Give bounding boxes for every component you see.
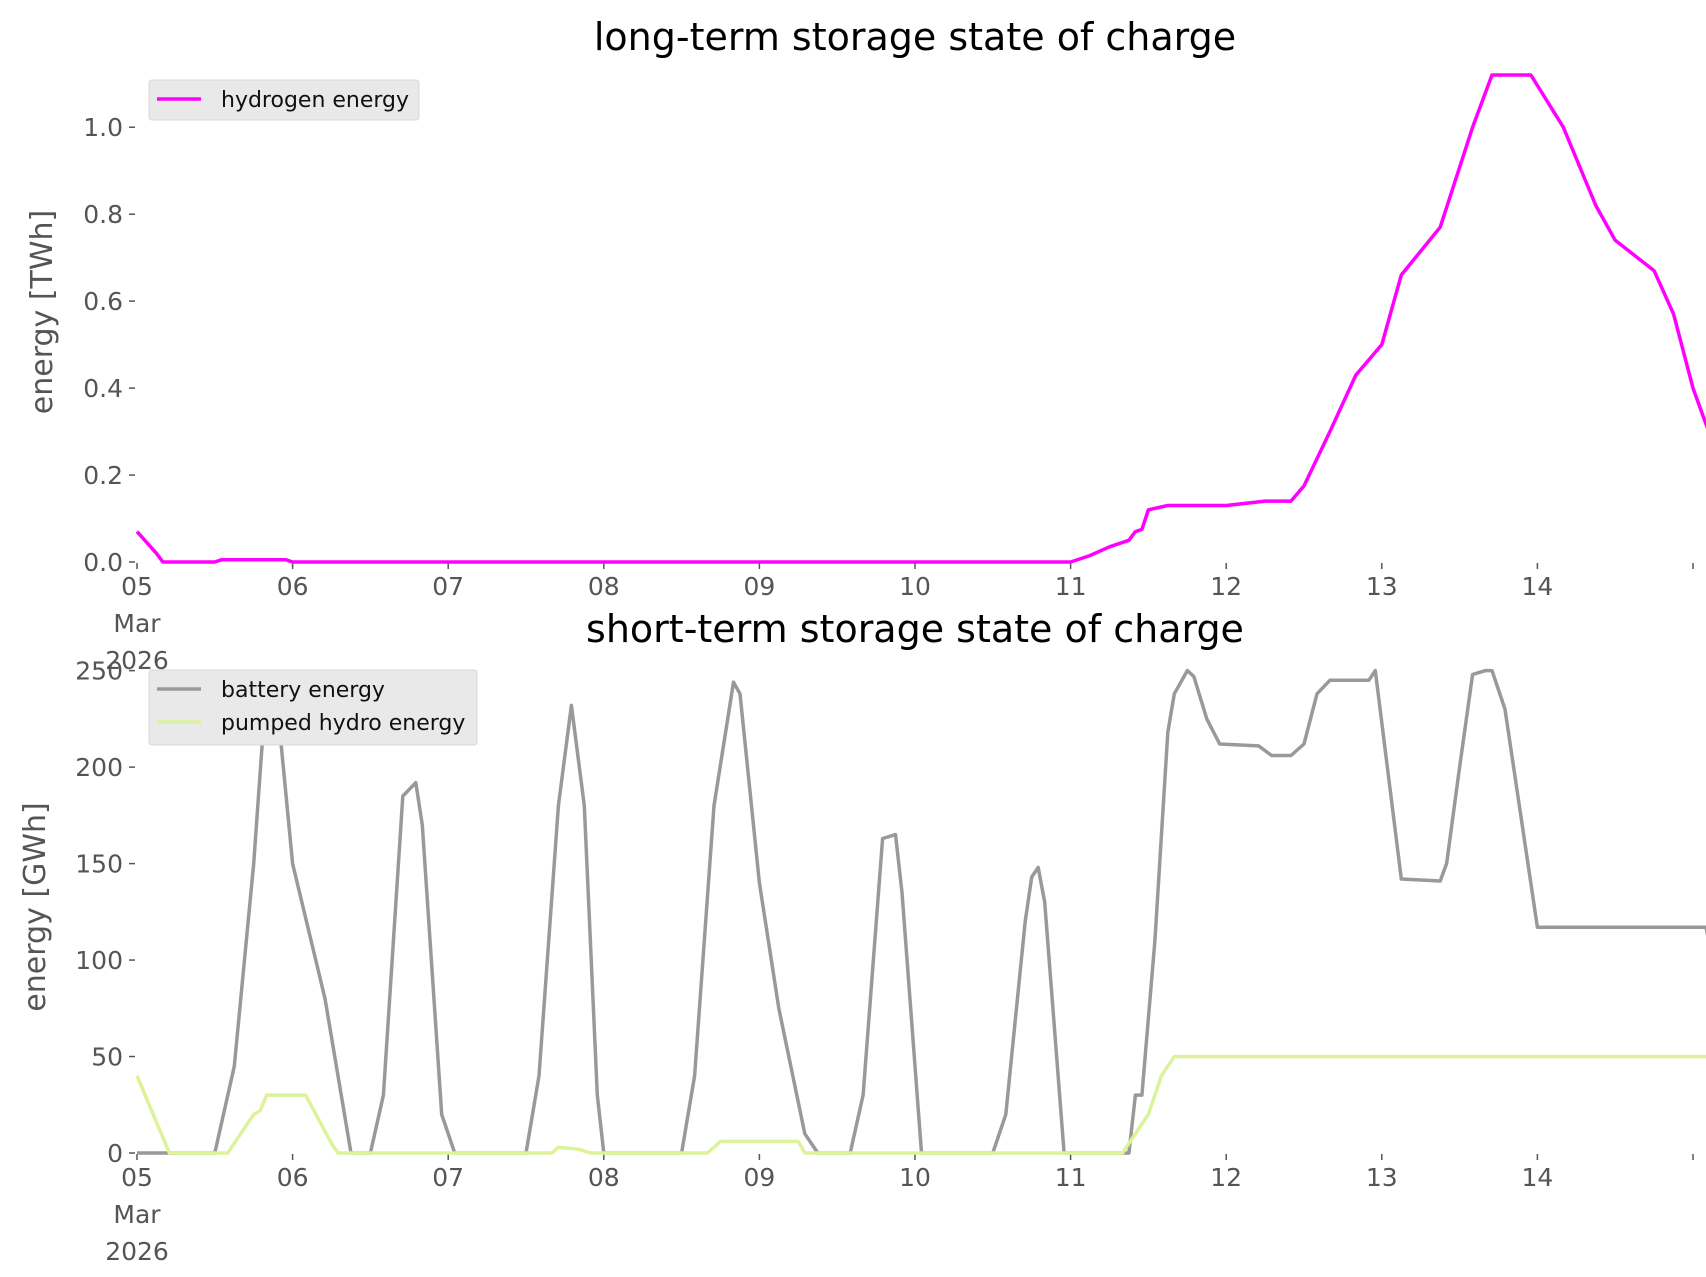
legend-label: hydrogen energy bbox=[221, 88, 409, 113]
legend-box bbox=[148, 669, 478, 746]
series-line-1 bbox=[137, 668, 1706, 1155]
y-tick-label: 0.6 bbox=[83, 287, 123, 316]
x-tick-label: 12 bbox=[1210, 572, 1242, 601]
x-tick-label: 07 bbox=[432, 1163, 464, 1192]
chart-panel-1: long-term storage state of charge energy … bbox=[25, 15, 1706, 675]
x-tick-label: 11 bbox=[1055, 1163, 1087, 1192]
x-tick-label: 2026 bbox=[105, 1237, 169, 1266]
x-tick-label: 05 bbox=[121, 1163, 153, 1192]
y-tick-label: 0.8 bbox=[83, 200, 123, 229]
x-tick-label: 06 bbox=[277, 1163, 309, 1192]
x-tick-label: 05 bbox=[121, 572, 153, 601]
x-tick-label: 11 bbox=[1055, 572, 1087, 601]
y-tick-label: 1.0 bbox=[83, 113, 123, 142]
x-tick-label: 10 bbox=[899, 1163, 931, 1192]
legend: battery energy pumped hydro energy bbox=[148, 669, 478, 746]
y-tick-label: 0.0 bbox=[83, 548, 123, 577]
x-tick-label: 13 bbox=[1366, 1163, 1398, 1192]
y-axis-label: energy [TWh] bbox=[25, 210, 60, 414]
legend: hydrogen energy bbox=[148, 79, 420, 121]
x-tick-label: 08 bbox=[588, 572, 620, 601]
x-tick-label: Mar bbox=[113, 1200, 161, 1229]
x-tick-label: Mar bbox=[113, 609, 161, 638]
y-tick-label: 50 bbox=[91, 1043, 123, 1072]
legend-label: battery energy bbox=[221, 678, 385, 703]
x-tick-label: 10 bbox=[899, 572, 931, 601]
x-tick-label: 09 bbox=[743, 1163, 775, 1192]
legend-box bbox=[148, 79, 420, 121]
x-tick-label: 12 bbox=[1210, 1163, 1242, 1192]
x-tick-label: 13 bbox=[1366, 572, 1398, 601]
x-tick-label: 14 bbox=[1521, 572, 1553, 601]
y-tick-label: 0.4 bbox=[83, 374, 123, 403]
x-tick-label: 14 bbox=[1521, 1163, 1553, 1192]
x-tick-label: 09 bbox=[743, 572, 775, 601]
x-tick-label: 08 bbox=[588, 1163, 620, 1192]
series-line-2 bbox=[135, 1054, 1706, 1155]
legend-label: pumped hydro energy bbox=[221, 711, 465, 736]
chart-panel-2: short-term storage state of charge energy… bbox=[18, 607, 1706, 1266]
y-tick-label: 250 bbox=[75, 657, 123, 686]
series-line-1 bbox=[135, 73, 1706, 564]
y-tick-label: 100 bbox=[75, 946, 123, 975]
y-axis-label: energy [GWh] bbox=[18, 802, 53, 1011]
chart-title: short-term storage state of charge bbox=[586, 607, 1244, 651]
y-tick-label: 0.2 bbox=[83, 461, 123, 490]
y-tick-label: 150 bbox=[75, 850, 123, 879]
y-tick-label: 200 bbox=[75, 753, 123, 782]
chart-title: long-term storage state of charge bbox=[594, 15, 1236, 59]
x-tick-label: 07 bbox=[432, 572, 464, 601]
x-tick-label: 06 bbox=[277, 572, 309, 601]
y-tick-label: 0 bbox=[107, 1139, 123, 1168]
